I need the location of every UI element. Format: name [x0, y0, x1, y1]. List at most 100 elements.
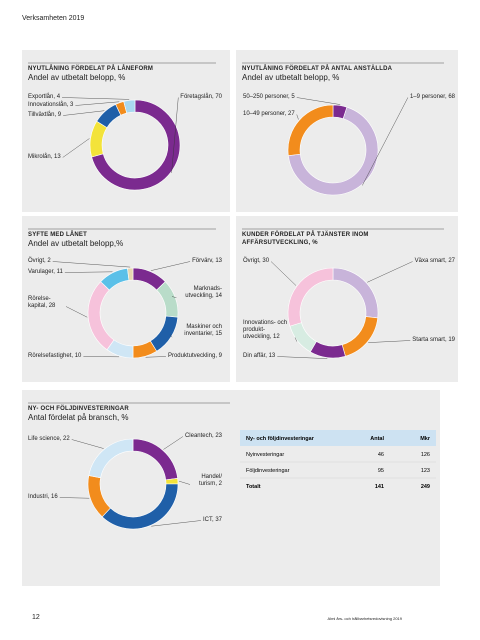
segment-label: Produktutveckling, 9	[167, 353, 222, 359]
segment-label: Innovationslån, 3	[28, 102, 74, 108]
donut-segment	[287, 267, 334, 327]
footer-publication: Almi års- och hållbarhetsredovisning 201…	[327, 616, 402, 621]
category-name: Innovations- och produkt-utveckling	[243, 320, 288, 340]
category-name: Produktutveckling	[167, 353, 216, 359]
category-name: Rörelse-kapital	[28, 296, 51, 309]
category-value: 37	[215, 517, 222, 523]
leader-line	[163, 436, 184, 450]
category-name: Tillväxtlån	[28, 112, 55, 118]
leader-line	[64, 271, 113, 273]
table-header: Ny- och följdinvesteringar	[246, 436, 315, 442]
leader-line	[171, 97, 179, 173]
category-name: Maskiner och inventarier	[184, 324, 222, 337]
leader-line	[71, 439, 104, 449]
segment-label: Rörelsefastighet, 10	[28, 353, 82, 359]
segment-label: Marknads-utveckling, 14	[185, 286, 222, 299]
category-name: Företagslån	[180, 94, 212, 100]
segment-label: 10–49 personer, 27	[243, 111, 295, 117]
category-name: Industri	[28, 494, 48, 500]
category-value: 10	[74, 353, 82, 359]
category-value: 11	[56, 269, 63, 275]
segment-label: 50–250 personer, 5	[243, 94, 295, 100]
category-value: 12	[273, 334, 280, 340]
chart-title: NY- OCH FÖLJDINVESTERINGAR	[28, 406, 129, 412]
category-name: Övrigt	[243, 258, 260, 264]
chart-title: NYUTLÅNING FÖRDELAT PÅ LÅNEFORM	[28, 66, 154, 72]
table-cell: 123	[421, 468, 430, 474]
segment-label: Växa smart, 27	[414, 258, 455, 264]
category-name: 1–9 personer	[409, 94, 445, 100]
segment-label: Exportlån, 4	[28, 94, 61, 100]
segment-label: Förvärv, 13	[192, 258, 222, 264]
category-value: 19	[448, 337, 455, 343]
category-name: Marknads-utveckling	[185, 286, 222, 299]
chart-title: SYFTE MED LÅNET	[28, 232, 88, 238]
category-value: 2	[47, 258, 51, 264]
leader-line	[171, 296, 177, 298]
category-value: 15	[215, 331, 222, 337]
category-value: 23	[215, 433, 222, 439]
page-number: 12	[32, 614, 40, 621]
category-value: 27	[448, 258, 455, 264]
segment-label: Innovations- och produkt-utveckling, 12	[243, 320, 288, 340]
table-cell: Nyinvesteringar	[246, 452, 284, 458]
category-name: Cleantech	[184, 433, 212, 439]
segment-label: Övrigt, 30	[243, 258, 270, 264]
leader-line	[65, 306, 88, 318]
leader-line	[59, 497, 90, 499]
leader-line	[294, 337, 298, 342]
leader-line	[62, 138, 90, 158]
table-cell: 46	[378, 452, 384, 458]
category-name: 10–49 personer	[243, 111, 285, 117]
leader-line	[75, 101, 120, 106]
leader-line	[296, 114, 299, 120]
leader-line	[151, 520, 201, 527]
leader-line	[145, 356, 166, 358]
donut-segment	[127, 267, 134, 281]
segment-label: 1–9 personer, 68	[409, 94, 455, 100]
donut-segment	[288, 106, 379, 196]
chart-subtitle: Antal fördelat på bransch, %	[28, 413, 129, 422]
chart-title: NYUTLÅNING FÖRDELAT PÅ ANTAL ANSTÄLLDA	[242, 66, 393, 72]
segment-label: Industri, 16	[28, 494, 58, 500]
leader-line	[368, 340, 411, 343]
table-cell: 126	[421, 452, 430, 458]
category-value: 28	[48, 303, 56, 309]
table-header: Antal	[370, 436, 384, 442]
donut-segment	[123, 99, 136, 114]
category-value: 22	[63, 436, 70, 442]
segment-label: Maskiner och inventarier, 15	[184, 324, 222, 337]
chart-subtitle: Andel av utbetalt belopp, %	[28, 73, 126, 82]
category-name: Övrigt	[28, 258, 45, 264]
category-name: Växa smart	[414, 258, 445, 264]
category-value: 4	[56, 94, 61, 100]
category-name: Varulager	[28, 269, 54, 275]
category-name: ICT	[202, 517, 212, 523]
category-value: 30	[262, 258, 270, 264]
category-name: Life science	[28, 436, 60, 442]
leader-line	[362, 97, 409, 186]
category-name: Innovationslån	[28, 102, 67, 108]
category-name: Förvärv	[192, 258, 212, 264]
segment-label: Varulager, 11	[28, 269, 63, 275]
segment-label: Företagslån, 70	[180, 94, 222, 100]
category-name: Starta smart	[412, 337, 445, 343]
category-name: Mikrolån	[28, 154, 51, 160]
category-value: 27	[288, 111, 295, 117]
donut-segment	[91, 99, 181, 191]
category-value: 3	[70, 102, 74, 108]
category-value: 5	[291, 94, 295, 100]
segment-label: Starta smart, 19	[412, 337, 455, 343]
category-value: 16	[51, 494, 58, 500]
segment-label: Övrigt, 2	[28, 258, 51, 264]
category-value: 2	[218, 481, 222, 487]
category-name: Rörelsefastighet	[28, 353, 72, 359]
leader-line	[169, 334, 173, 338]
category-value: 14	[215, 293, 222, 299]
leader-line	[62, 97, 130, 100]
table-cell: 95	[378, 468, 384, 474]
leader-line	[270, 261, 297, 286]
leader-line	[150, 261, 191, 271]
